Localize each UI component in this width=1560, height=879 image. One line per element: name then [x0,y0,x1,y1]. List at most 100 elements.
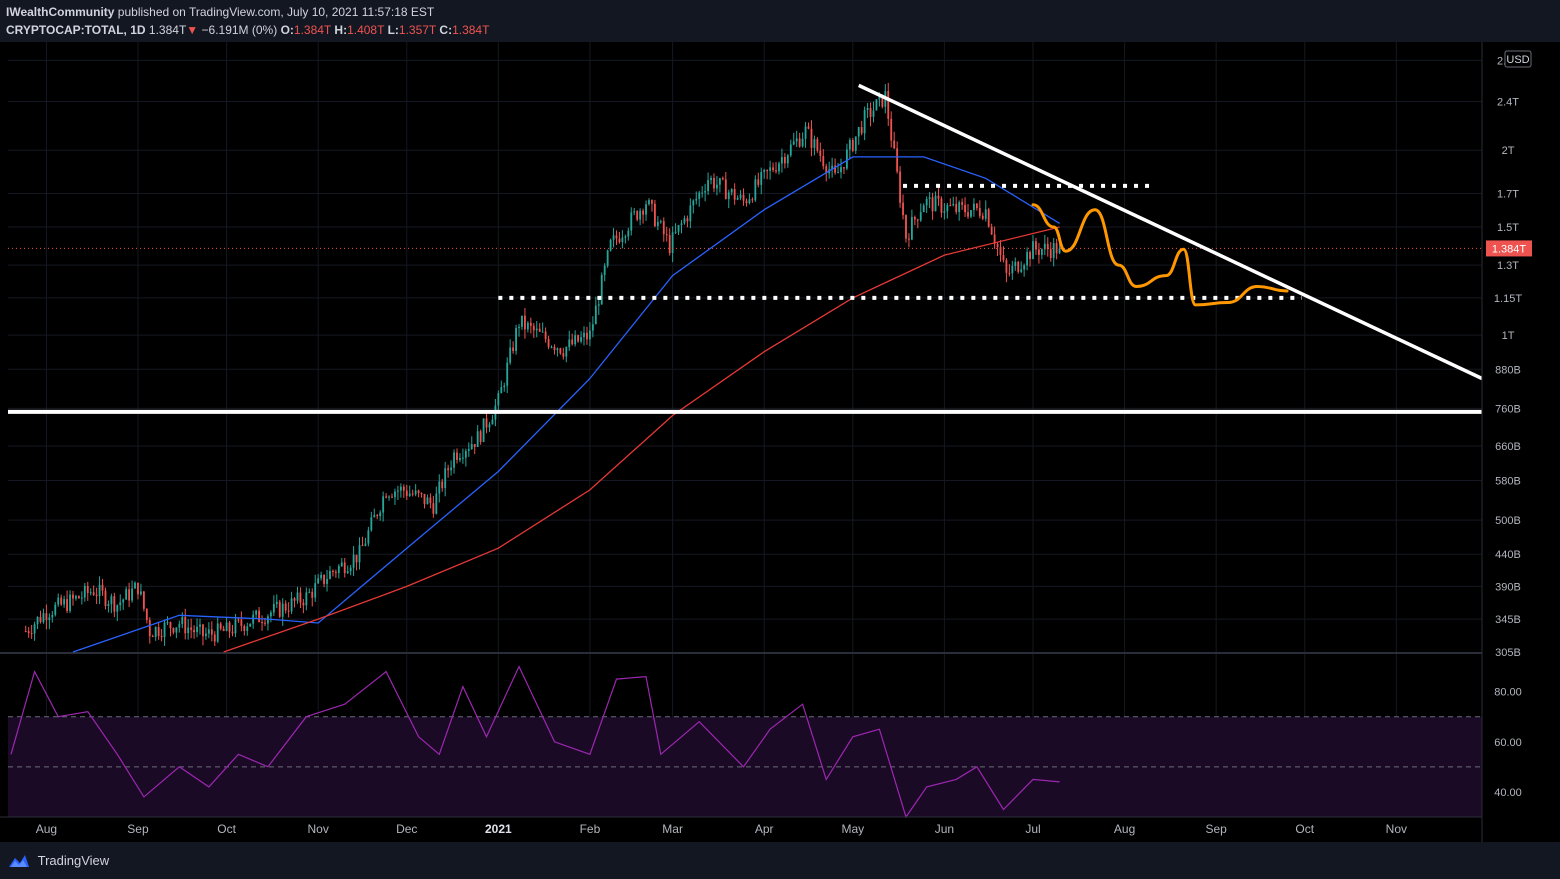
candle-body [101,584,104,591]
candle-body [27,631,30,634]
candle-body [594,305,597,325]
candle-body [713,177,715,189]
candle-body [30,633,33,635]
candle-body [745,200,748,204]
candle-body [1029,252,1031,260]
candle-body [122,599,125,603]
candle-body [385,496,388,498]
candle-body [698,192,701,199]
candle-body [653,203,656,227]
price-axis-bg [1482,42,1560,842]
high-label: H: [334,23,348,37]
candle-body [131,588,133,601]
candle-body [825,166,828,174]
candle-body [293,598,296,601]
candle-body [769,167,772,171]
candle-body [577,335,580,342]
candle-body [763,169,766,173]
time-tick-label: Mar [662,822,683,836]
candle-body [95,594,98,596]
candle-body [459,457,461,460]
candle-body [772,167,774,171]
time-tick-label: Aug [1114,822,1135,836]
candle-body [391,496,393,498]
down-arrow-icon: ▼ [186,23,199,37]
candle-body [1049,249,1052,258]
candle-body [305,592,308,606]
candle-body [290,598,293,612]
candle-body [928,197,931,199]
candle-body [707,180,709,192]
candle-body [943,211,946,213]
candle-body [854,136,857,151]
candle-body [837,172,839,174]
rsi-band-area [8,716,1482,818]
candle-body [651,200,653,204]
candle-body [160,635,163,638]
candle-body [583,332,585,338]
candle-body [382,496,385,513]
candle-body [470,444,473,450]
candle-body [568,339,571,348]
candle-body [586,332,588,340]
time-tick-label: Dec [396,822,417,836]
candle-body [721,178,724,180]
candle-body [916,219,919,221]
close-label: C: [439,23,453,37]
candle-body [317,578,320,584]
candle-body [63,599,66,605]
candle-body [559,348,562,354]
candle-body [751,199,754,201]
candle-body [955,203,958,212]
candle-body [624,236,627,238]
candle-body [970,210,972,217]
candle-body [958,202,961,212]
candle-body [674,231,677,233]
candle-body [718,178,721,185]
candle-body [98,584,101,596]
candle-body [949,205,952,207]
candle-body [792,141,795,145]
candle-body [181,617,184,625]
candle-body [329,570,331,579]
candle-body [140,591,142,595]
candle-body [414,490,417,495]
candle-body [60,597,63,605]
symbol-label[interactable]: CRYPTOCAP:TOTAL, 1D [6,23,146,37]
candle-body [402,486,405,491]
candle-body [695,198,698,201]
candle-body [978,208,981,216]
candle-body [367,530,370,544]
candle-body [311,591,314,598]
candle-body [355,554,358,563]
ma-slow-line [223,226,1060,653]
candle-body [134,582,136,589]
candle-body [1058,248,1061,254]
candle-body [899,171,901,203]
projection-path [1031,203,1289,307]
candle-body [175,627,178,633]
price-tick-label: 2T [1502,145,1515,157]
candle-body [843,167,845,169]
candle-body [482,418,485,442]
candle-body [816,139,819,151]
candle-body [786,155,789,164]
tradingview-logo[interactable]: TradingView [8,852,109,869]
candle-body [467,449,470,451]
candle-body [497,393,500,406]
candle-body [630,212,633,231]
candle-body [237,619,240,621]
candle-body [69,594,71,611]
time-tick-label: Apr [755,822,774,836]
candle-body [1052,243,1055,258]
candle-body [851,140,854,151]
candle-body [984,209,987,219]
candle-body [441,481,444,489]
candle-body [999,247,1002,256]
candle-body [210,629,213,635]
price-chart[interactable]: 2.8T2.4T2T1.7T1.5T1.3T1.15T1T880B760B660… [0,42,1560,842]
candle-body [48,617,51,621]
candle-body [222,628,225,631]
author-name[interactable]: IWealthCommunity [6,5,115,19]
candle-body [804,126,807,139]
